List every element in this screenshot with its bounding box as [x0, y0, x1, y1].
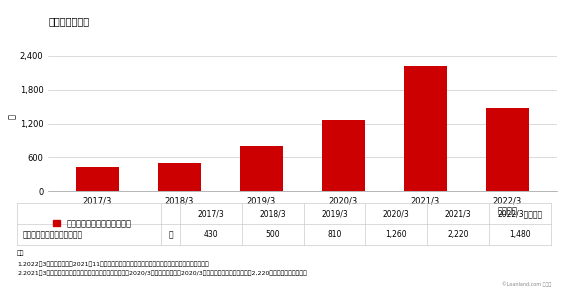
Text: 一株当たり配当金額（円期）: 一株当たり配当金額（円期）	[22, 230, 82, 239]
Text: 2017/3: 2017/3	[198, 209, 224, 218]
Text: 1,260: 1,260	[386, 230, 407, 239]
Text: 1.2022年3月期（見込）を2021年11月に修正した配当は、配当予想となっていた（見込みの変更）。: 1.2022年3月期（見込）を2021年11月に修正した配当は、配当予想となって…	[17, 262, 209, 267]
Text: 810: 810	[327, 230, 342, 239]
Text: 株当たりデータ: 株当たりデータ	[48, 16, 89, 26]
Text: 430: 430	[203, 230, 218, 239]
Bar	[76, 167, 119, 191]
Text: 2018/3: 2018/3	[260, 209, 286, 218]
Bar	[404, 66, 447, 191]
Text: 500: 500	[265, 230, 280, 239]
Text: 2020/3: 2020/3	[383, 209, 410, 218]
Bar	[322, 120, 365, 191]
Text: 2021/3: 2021/3	[445, 209, 471, 218]
Y-axis label: 円: 円	[8, 114, 17, 119]
Text: 2.2021年3月期記念配当に基づく合算によりまとめた特定の2020/3からまた、株当り2020/3基準し　年配当金のに対当り2,220で記念いたしました。: 2.2021年3月期記念配当に基づく合算によりまとめた特定の2020/3からまた…	[17, 270, 307, 276]
Text: 円: 円	[168, 230, 173, 239]
Text: 1,480: 1,480	[509, 230, 531, 239]
Text: 2022/3（予想）: 2022/3（予想）	[498, 209, 542, 218]
Text: ©Loanland.com 提供元: ©Loanland.com 提供元	[502, 282, 551, 287]
Bar	[486, 108, 529, 191]
Text: 2019/3: 2019/3	[321, 209, 348, 218]
Text: 2,220: 2,220	[448, 230, 469, 239]
Text: 注釈: 注釈	[17, 251, 24, 256]
Bar	[240, 146, 283, 191]
Bar	[158, 163, 201, 191]
Legend: 一株当たり配当金額（円期）: 一株当たり配当金額（円期）	[49, 216, 135, 231]
